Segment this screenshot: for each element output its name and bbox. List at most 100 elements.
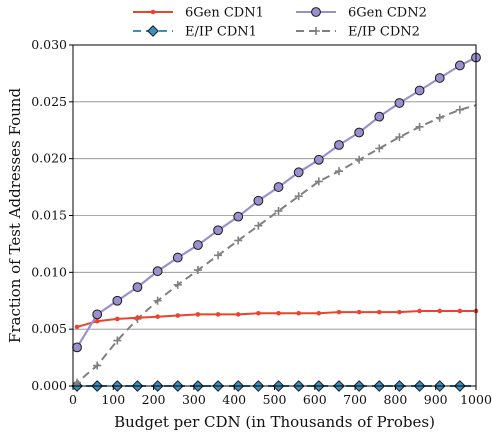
y-tick-label: 0.025: [31, 94, 67, 109]
6gen-cdn1-point: [175, 313, 181, 318]
e-ip-cdn2-point: [254, 221, 263, 230]
6gen-cdn1-point: [115, 316, 120, 322]
6gen-cdn1-point: [235, 312, 241, 317]
x-tick-label: 400: [222, 392, 246, 407]
6gen-cdn2-point: [253, 195, 264, 206]
y-tick-label: 0.015: [31, 208, 67, 223]
6gen-cdn1-point: [397, 309, 402, 315]
y-tick-label: 0.030: [31, 37, 67, 52]
6gen-cdn1-point: [356, 309, 362, 315]
6gen-cdn2-point: [152, 266, 163, 277]
6gen-cdn1-point: [376, 309, 382, 315]
x-tick-label: 100: [101, 392, 125, 407]
legend-label: E/IP CDN1: [185, 25, 257, 40]
y-tick-label: 0.000: [31, 378, 67, 393]
x-tick-label: 900: [424, 392, 448, 407]
6gen-cdn2-point: [233, 211, 244, 222]
e-ip-cdn2-point: [334, 167, 343, 176]
legend-e-ip-cdn1-point: [147, 25, 159, 37]
6gen-cdn1-point: [437, 308, 443, 314]
6gen-cdn2-point: [213, 225, 223, 236]
6gen-cdn1-point: [457, 308, 463, 314]
6gen-cdn1-point: [336, 309, 342, 315]
6gen-cdn1-point: [195, 312, 201, 317]
y-tick-label: 0.020: [31, 151, 67, 166]
legend-item-6gen-cdn2: 6Gen CDN2: [296, 6, 427, 21]
legend-item-e-ip-cdn2: E/IP CDN2: [296, 25, 420, 40]
e-ip-cdn2-point: [73, 378, 82, 387]
6gen-cdn1-point: [215, 312, 221, 317]
e-ip-cdn2-point: [234, 236, 243, 245]
legend: 6Gen CDN1 6Gen CDN2 E/IP CDN1 E/IP CDN2: [133, 6, 427, 40]
series-6gen-cdn1: [74, 308, 479, 330]
legend-6gen-cdn2-point: [311, 7, 321, 17]
6gen-cdn2-point: [72, 342, 82, 353]
e-ip-cdn2-point: [153, 296, 162, 305]
e-ip-cdn2-point: [314, 177, 323, 186]
e-ip-cdn2-point: [355, 155, 364, 164]
6gen-cdn2-point: [293, 167, 304, 178]
legend-label: 6Gen CDN2: [348, 6, 427, 21]
e-ip-cdn2-point: [294, 192, 303, 201]
6gen-cdn1-point: [74, 324, 80, 330]
x-tick-label: 200: [142, 392, 166, 407]
6gen-cdn2-point: [313, 154, 324, 165]
e-ip-cdn2-point: [173, 280, 182, 289]
legend-item-e-ip-cdn1: E/IP CDN1: [133, 25, 257, 40]
6gen-cdn1-point: [94, 318, 100, 324]
6gen-cdn2-point: [193, 240, 203, 250]
6gen-cdn2-point: [434, 73, 445, 83]
series-6gen-cdn2: [72, 52, 481, 353]
6gen-cdn2-point: [454, 60, 465, 71]
6gen-cdn2-point: [132, 282, 143, 293]
series-line-6gen-cdn2: [76, 56, 477, 348]
y-tick-label: 0.005: [31, 321, 67, 336]
6gen-cdn1-point: [296, 310, 301, 316]
6gen-cdn1-point: [276, 310, 281, 316]
x-axis-title: Budget per CDN (in Thousands of Probes): [114, 413, 435, 431]
e-ip-cdn2-point: [274, 206, 283, 215]
e-ip-cdn2-point: [93, 361, 102, 370]
6gen-cdn2-point: [334, 140, 344, 150]
e-ip-cdn2-point: [395, 133, 404, 142]
legend-label: 6Gen CDN1: [185, 6, 264, 21]
e-ip-cdn2-point: [193, 266, 202, 275]
y-axis-title: Fraction of Test Addresses Found: [6, 88, 24, 344]
legend-e-ip-cdn2-point: [312, 27, 320, 35]
6gen-cdn1-point: [417, 308, 422, 314]
e-ip-cdn2-point: [415, 122, 424, 131]
6gen-cdn2-point: [172, 252, 183, 263]
series-e-ip-cdn2: [72, 104, 477, 387]
legend-item-6gen-cdn1: 6Gen CDN1: [133, 6, 264, 21]
x-tick-label: 600: [303, 392, 327, 407]
legend-6gen-cdn1-point: [150, 9, 156, 15]
6gen-cdn2-point: [92, 309, 103, 320]
x-axis-ticks: 0 100 200 300 400 500 600 700 800 900 1000: [69, 386, 492, 407]
x-tick-label: 500: [263, 392, 287, 407]
6gen-cdn1-point: [155, 314, 160, 319]
6gen-cdn2-point: [374, 111, 385, 122]
e-ip-cdn2-point: [375, 144, 384, 153]
e-ip-cdn2-point: [435, 113, 444, 122]
y-axis-ticks: 0.000 0.005 0.010 0.015 0.020 0.025 0.030: [31, 37, 73, 393]
grid-lines: [73, 44, 476, 387]
e-ip-cdn2-point: [455, 105, 464, 114]
e-ip-cdn2-point: [214, 251, 223, 260]
6gen-cdn2-point: [112, 295, 123, 306]
6gen-cdn2-point: [394, 98, 405, 108]
series-line-e-ip-cdn2: [72, 104, 477, 387]
e-ip-cdn2-point: [113, 336, 122, 345]
6gen-cdn2-point: [414, 85, 425, 96]
x-tick-label: 800: [383, 392, 407, 407]
6gen-cdn1-point: [135, 315, 140, 321]
x-tick-label: 0: [69, 392, 77, 407]
6gen-cdn1-point: [256, 310, 261, 316]
series-layer: [71, 52, 481, 392]
x-tick-label: 700: [343, 392, 367, 407]
y-tick-label: 0.010: [31, 264, 67, 279]
legend-label: E/IP CDN2: [348, 25, 420, 40]
x-tick-label: 1000: [460, 392, 492, 407]
6gen-cdn1-point: [316, 310, 322, 316]
6gen-cdn2-point: [354, 127, 365, 138]
